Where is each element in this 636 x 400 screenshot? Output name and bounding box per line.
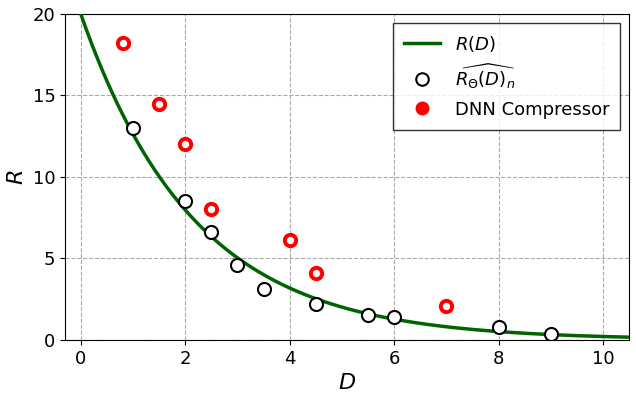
Point [232,262,242,268]
Point [258,286,268,292]
X-axis label: $D$: $D$ [338,373,356,393]
Point [284,237,294,244]
Point [363,312,373,318]
Point [310,270,321,276]
Point [128,125,138,131]
Point [206,206,216,213]
Point [546,331,556,337]
Point [310,270,321,276]
Point [180,141,190,148]
Point [494,324,504,330]
Point [441,302,452,309]
Point [284,237,294,244]
Point [310,301,321,307]
Point [154,100,164,107]
Point [118,40,128,46]
Point [206,229,216,236]
Point [154,100,164,107]
Point [389,314,399,320]
Point [441,302,452,309]
Point [180,141,190,148]
Y-axis label: $R$: $R$ [7,169,27,184]
Point [118,40,128,46]
Point [180,198,190,204]
Legend: $R(D)$, $\widehat{R_{\Theta}(D)}_n$, DNN Compressor: $R(D)$, $\widehat{R_{\Theta}(D)}_n$, DNN… [393,23,620,130]
Point [206,206,216,213]
